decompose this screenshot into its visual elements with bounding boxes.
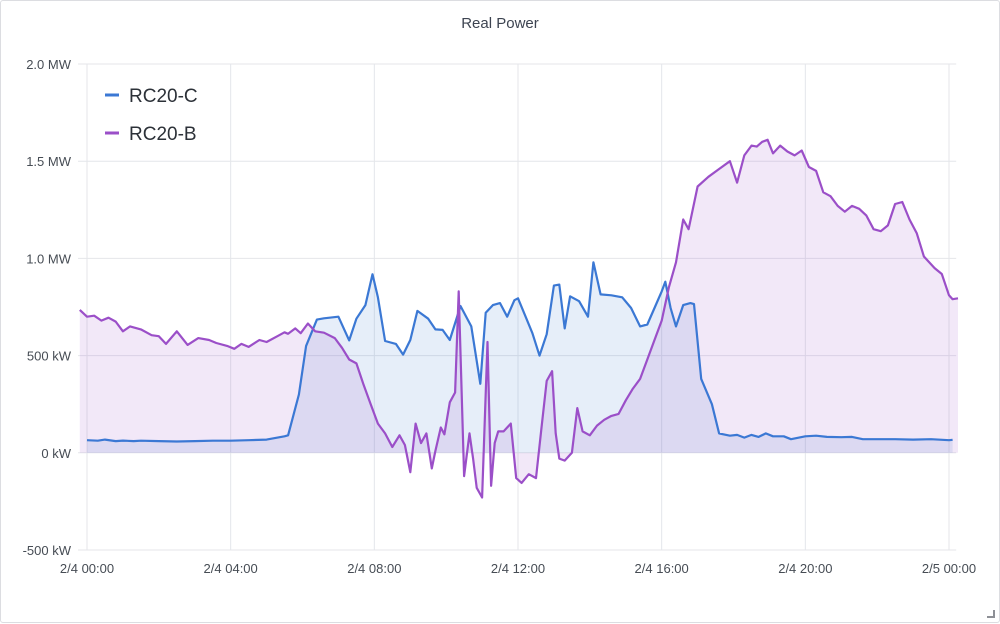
x-tick-label: 2/4 00:00 — [60, 561, 114, 576]
x-tick-label: 2/4 08:00 — [347, 561, 401, 576]
y-tick-label: 500 kW — [27, 349, 72, 364]
series-line-rc20-b — [79, 138, 959, 499]
x-tick-label: 2/4 04:00 — [204, 561, 258, 576]
legend-label-rc20-b: RC20-B — [129, 124, 197, 145]
y-tick-label: 1.5 MW — [26, 154, 72, 169]
x-tick-label: 2/4 20:00 — [778, 561, 832, 576]
panel-title: Real Power — [461, 15, 539, 32]
y-tick-label: 1.0 MW — [26, 251, 72, 266]
series-fill-rc20-c — [87, 262, 953, 453]
y-tick-label: -500 kW — [23, 543, 72, 558]
legend-label-rc20-c: RC20-C — [129, 86, 198, 107]
resize-handle-icon[interactable] — [987, 610, 995, 618]
x-tick-label: 2/4 12:00 — [491, 561, 545, 576]
x-tick-label: 2/4 16:00 — [635, 561, 689, 576]
y-tick-label: 0 kW — [41, 446, 71, 461]
series-line-rc20-c — [86, 261, 953, 443]
x-tick-label: 2/5 00:00 — [922, 561, 976, 576]
series-fill-rc20-b — [79, 139, 959, 498]
y-tick-label: 2.0 MW — [26, 57, 72, 72]
